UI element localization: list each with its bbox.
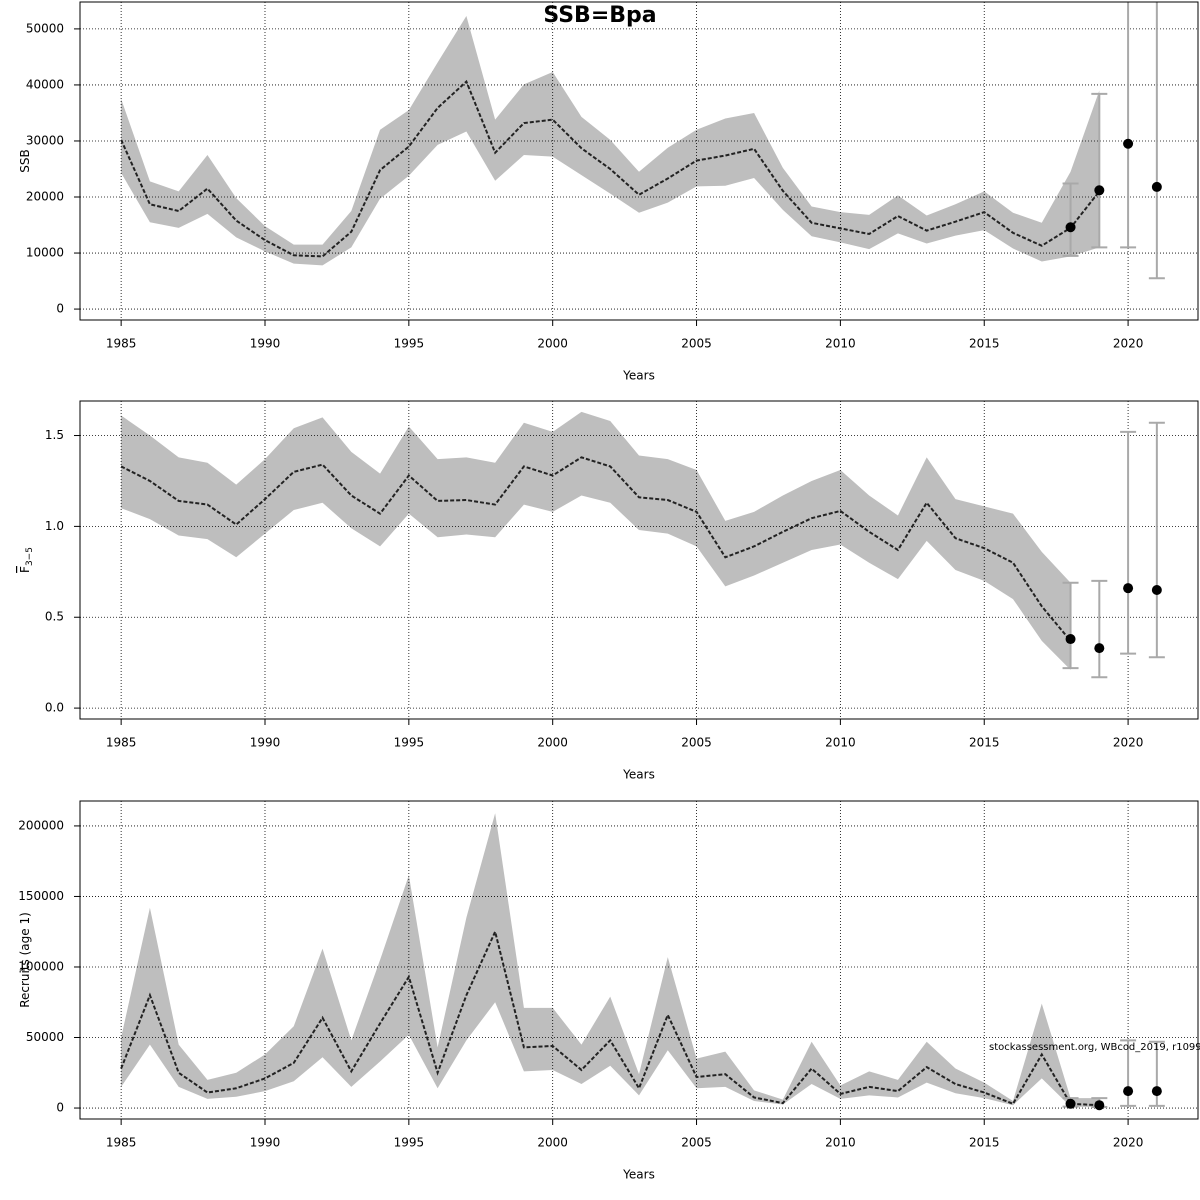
x-tick-label: 1985: [106, 736, 137, 750]
y-tick-label: 1.5: [45, 428, 64, 442]
point: [1065, 222, 1076, 233]
x-tick-label: 1990: [250, 1136, 281, 1150]
x-tick-label: 1995: [394, 736, 425, 750]
point: [1094, 185, 1105, 196]
y-axis-label-main: F: [18, 566, 32, 573]
x-tick-label: 2005: [681, 1136, 712, 1150]
y-axis-label-subscript: 3−5: [25, 547, 35, 566]
x-tick-label: 1990: [250, 337, 281, 351]
point: [1123, 1086, 1134, 1097]
y-axis-label-main: SSB: [18, 149, 32, 172]
panel: 1985 1990 1995 2000 2005 2010 2015 2020 0 10000 20…: [18, 1, 1199, 383]
axis-frame: [79, 800, 1199, 1120]
point: [1151, 1086, 1162, 1097]
x-tick-label: 2015: [969, 337, 1000, 351]
point: [1094, 643, 1105, 654]
y-tick-label: 40000: [26, 77, 64, 91]
x-tick-label: 2000: [537, 337, 568, 351]
x-tick-label: 2020: [1113, 1136, 1144, 1150]
point: [1123, 583, 1134, 594]
point: [1065, 1098, 1076, 1109]
point: [1065, 634, 1076, 645]
point: [1151, 181, 1162, 192]
panel: 1985 1990 1995 2000 2005 2010 2015 2020 0 50000 10…: [18, 800, 1200, 1182]
y-axis-label: SSB: [18, 149, 32, 172]
confidence-band: [121, 813, 1100, 1108]
x-axis-label: Years: [622, 1168, 655, 1182]
point: [1094, 1100, 1105, 1111]
plot-area: [80, 2, 1198, 320]
y-tick-label: 0: [56, 1101, 64, 1115]
x-tick-label: 2015: [969, 1136, 1000, 1150]
x-axis-label: Years: [622, 768, 655, 782]
x-tick-label: 1995: [394, 337, 425, 351]
y-axis-label-main: Recruits (age 1): [18, 912, 32, 1008]
x-tick-label: 2015: [969, 736, 1000, 750]
estimate-line: [120, 928, 1100, 1107]
x-tick-label: 2005: [681, 337, 712, 351]
y-tick-label: 0.0: [45, 701, 64, 715]
x-axis-label: Years: [622, 369, 655, 383]
y-tick-label: 1.0: [45, 519, 64, 533]
x-tick-label: 2010: [825, 337, 856, 351]
y-axis-label: F3−5: [18, 547, 35, 573]
axis-frame: [79, 1, 1199, 321]
x-tick-label: 2020: [1113, 736, 1144, 750]
x-tick-label: 2000: [537, 736, 568, 750]
y-tick-label: 30000: [26, 133, 64, 147]
y-tick-label: 150000: [18, 889, 64, 903]
x-tick-label: 2010: [825, 1136, 856, 1150]
x-tick-label: 1990: [250, 736, 281, 750]
x-tick-label: 2020: [1113, 337, 1144, 351]
y-tick-label: 100000: [18, 959, 64, 973]
y-tick-label: 20000: [26, 190, 64, 204]
annotation: stockassessment.org, WBcod_2019, r10993: [989, 1042, 1200, 1053]
x-tick-label: 1985: [106, 1136, 137, 1150]
confidence-band: [121, 16, 1100, 266]
estimate-line: [120, 79, 1101, 258]
y-tick-label: 50000: [26, 21, 64, 35]
estimate-line: [120, 456, 1072, 642]
y-tick-label: 10000: [26, 246, 64, 260]
panel: 1985 1990 1995 2000 2005 2010 2015 2020 0.0 0.5 1.…: [18, 400, 1199, 782]
axis-frame: [79, 400, 1199, 720]
x-tick-label: 2010: [825, 736, 856, 750]
x-tick-label: 2000: [537, 1136, 568, 1150]
plot-area: [80, 401, 1198, 719]
y-tick-label: 0.5: [45, 610, 64, 624]
x-tick-label: 2005: [681, 736, 712, 750]
chart-title: SSB=Bpa: [543, 3, 656, 28]
plot-area: [80, 801, 1198, 1119]
point: [1123, 138, 1134, 149]
confidence-band: [121, 411, 1071, 670]
x-tick-label: 1995: [394, 1136, 425, 1150]
y-tick-label: 50000: [26, 1030, 64, 1044]
point: [1151, 584, 1162, 595]
y-tick-label: 200000: [18, 818, 64, 832]
y-tick-label: 0: [56, 302, 64, 316]
y-axis-label: Recruits (age 1): [18, 912, 32, 1008]
x-tick-label: 1985: [106, 337, 137, 351]
